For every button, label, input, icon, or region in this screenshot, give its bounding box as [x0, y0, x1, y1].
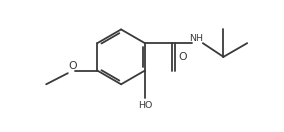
Text: NH: NH	[190, 34, 204, 43]
Text: O: O	[68, 61, 77, 71]
Text: O: O	[178, 52, 187, 62]
Text: HO: HO	[138, 101, 152, 110]
